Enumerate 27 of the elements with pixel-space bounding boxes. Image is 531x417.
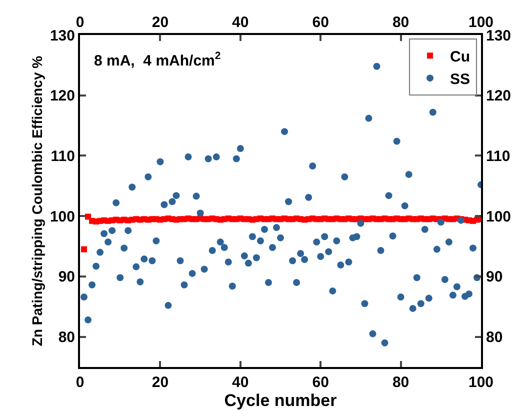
x-tick-label: 20 bbox=[152, 14, 169, 31]
x2-tick-label: 60 bbox=[312, 374, 329, 391]
y-tick-label: 130 bbox=[50, 27, 75, 44]
x2-tick-label: 100 bbox=[468, 374, 494, 391]
legend-label: SS bbox=[450, 70, 470, 88]
y2-tick-label: 120 bbox=[486, 88, 512, 105]
x-tick-label: 40 bbox=[232, 14, 249, 31]
x-tick-label: 80 bbox=[392, 14, 410, 31]
annotation: 8 mA, 4 mAh/cm$^{2}$ bbox=[94, 50, 221, 70]
x2-tick-label: 80 bbox=[392, 374, 410, 391]
y-tick-label: 100 bbox=[50, 208, 75, 226]
y2-tick-label: 100 bbox=[486, 208, 512, 226]
x-axis-title: Cycle number bbox=[224, 391, 338, 410]
x2-tick-label: 40 bbox=[232, 374, 249, 391]
y2-tick-label: 80 bbox=[486, 329, 503, 346]
x2-tick-label: 0 bbox=[76, 374, 84, 391]
legend-label: Cu bbox=[450, 48, 470, 66]
x2-tick-label: 20 bbox=[152, 374, 169, 391]
x-tick-label: 60 bbox=[312, 14, 329, 31]
x-tick-label: 0 bbox=[76, 14, 84, 31]
y-axis-title: Zn Pating/stripping Coulombic Efficiency % bbox=[29, 55, 46, 346]
y-tick-label: 120 bbox=[50, 88, 75, 105]
y2-tick-label: 90 bbox=[486, 268, 503, 286]
y-tick-label: 90 bbox=[58, 268, 75, 286]
y-tick-label: 110 bbox=[50, 148, 75, 165]
y2-tick-label: 110 bbox=[486, 148, 510, 165]
y-tick-label: 80 bbox=[58, 329, 75, 346]
